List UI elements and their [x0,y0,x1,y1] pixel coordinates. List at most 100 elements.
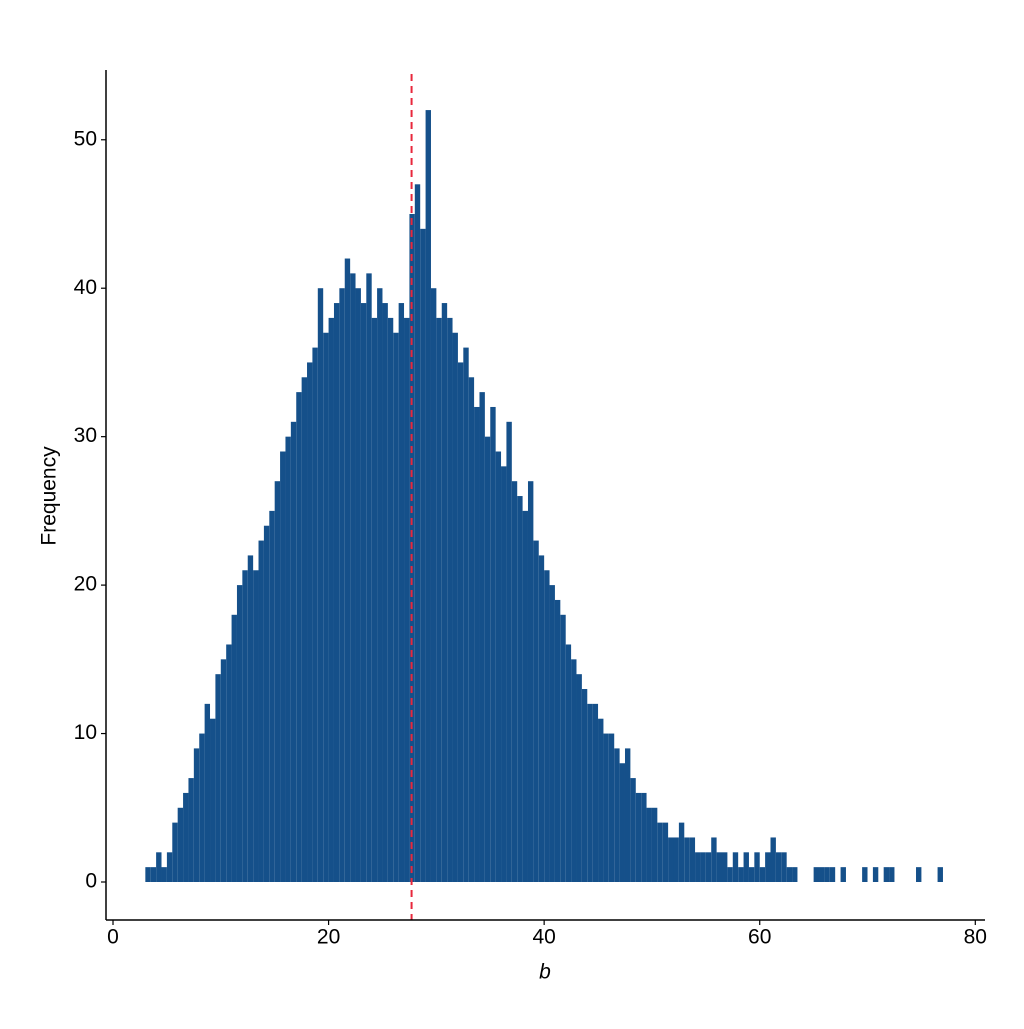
bar [377,288,383,882]
bar [285,436,291,882]
bar [193,748,200,882]
bar [188,778,194,882]
bar [404,317,410,882]
bar [414,184,421,882]
bar [501,466,507,882]
bar [274,481,281,882]
y-tick-label: 0 [85,870,97,893]
bar [290,421,297,882]
bar [226,644,232,882]
bar [538,555,545,882]
bar [183,792,189,882]
bar [581,689,588,882]
bar [393,332,399,882]
bar [490,406,496,882]
x-axis-label: b [539,961,551,984]
bar [441,303,448,882]
bar [592,703,599,882]
bar [705,852,712,882]
y-tick-label: 10 [74,721,97,744]
bar [711,837,717,882]
bar [317,288,324,882]
bar [657,822,663,882]
bar [161,867,167,882]
bar [156,852,162,882]
bar [722,852,728,882]
bar [813,867,820,882]
bar [468,377,475,882]
bar [603,733,609,882]
bar [328,317,334,882]
bar [587,703,593,882]
bar [916,867,922,882]
bar [484,436,491,882]
bar [382,303,388,882]
bar [781,852,787,882]
x-tick-label: 20 [317,926,340,949]
bar [695,852,701,882]
bar [862,867,868,882]
bar [576,674,582,882]
bar [172,822,178,882]
bar [533,540,539,882]
bar [371,317,378,882]
bar [819,867,825,882]
bar [199,733,205,882]
bar [759,867,766,882]
bar [527,481,534,882]
bar [770,837,776,882]
bar [236,585,243,882]
bar [263,525,270,882]
bar [511,481,518,882]
bar [716,852,723,882]
bar [204,703,211,882]
bar [678,822,685,882]
bar [366,273,372,882]
bar [829,867,836,882]
bar [355,288,361,882]
bar [883,867,890,882]
y-axis-label: Frequency [38,446,61,546]
bar [177,807,184,882]
bar [743,852,749,882]
bar [339,288,345,882]
bar [937,867,943,882]
bar [307,362,313,882]
bar [824,867,830,882]
bar [463,347,469,882]
bar [765,852,771,882]
bar [247,555,254,882]
bar [430,288,437,882]
bar [689,837,696,882]
bar [560,614,566,882]
bar [242,570,248,882]
bar [840,867,846,882]
bar [549,585,555,882]
bar [269,510,275,882]
x-tick-label: 60 [748,926,771,949]
bar [641,792,647,882]
y-tick-label: 20 [74,573,97,596]
bar [215,674,221,882]
bar [700,852,706,882]
bar [479,392,485,882]
bar [889,867,895,882]
bar [775,852,782,882]
bar [452,332,458,882]
bar [635,792,642,882]
bar [398,303,405,882]
bar [447,317,453,882]
bar [614,748,620,882]
bar [506,421,512,882]
bar [436,317,442,882]
bar [608,733,615,882]
bar [872,867,879,882]
bar [565,644,572,882]
bar [145,867,151,882]
bar [344,258,351,882]
bar [258,540,264,882]
bar [792,867,798,882]
bar [495,451,502,882]
